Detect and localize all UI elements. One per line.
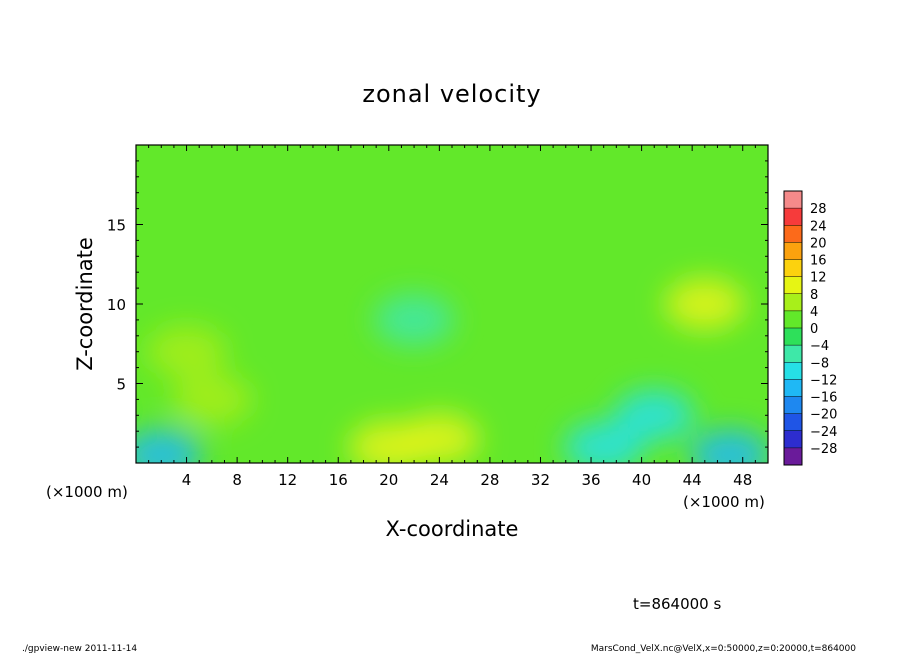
x-axis-label: X-coordinate xyxy=(386,517,519,541)
colorbar-label: −24 xyxy=(810,425,837,440)
colorbar-cell xyxy=(784,413,802,431)
colorbar-cell xyxy=(784,191,802,209)
x-tick-label: 4 xyxy=(182,471,192,489)
field-region xyxy=(399,413,480,463)
colorbar-label: 28 xyxy=(810,202,827,217)
footer-right: MarsCond_VelX.nc@VelX,x=0:50000,z=0:2000… xyxy=(591,644,856,654)
colorbar-label: 20 xyxy=(810,236,827,251)
colorbar-label: 4 xyxy=(810,305,818,320)
x-tick-label: 40 xyxy=(632,471,651,489)
chart-title: zonal velocity xyxy=(362,80,541,108)
colorbar-label: 16 xyxy=(810,254,827,269)
x-tick-label: 48 xyxy=(733,471,752,489)
field-region xyxy=(664,278,745,330)
colorbar-label: −28 xyxy=(810,442,837,457)
time-annotation: t=864000 s xyxy=(633,595,721,613)
x-tick-label: 28 xyxy=(480,471,499,489)
x-tick-label: 24 xyxy=(430,471,449,489)
colorbar-label: −4 xyxy=(810,339,829,354)
colorbar-label: −16 xyxy=(810,391,837,406)
field-region xyxy=(614,389,695,442)
colorbar-cell xyxy=(784,310,802,328)
colorbar-cell xyxy=(784,276,802,294)
y-axis-label: Z-coordinate xyxy=(73,237,97,371)
x-unit-label-left: (×1000 m) xyxy=(46,483,128,501)
y-tick-label: 10 xyxy=(107,296,126,314)
colorbar-label: 8 xyxy=(810,288,818,303)
x-tick-label: 12 xyxy=(278,471,297,489)
colorbar-label: −8 xyxy=(810,356,829,371)
colorbar-label: −20 xyxy=(810,408,837,423)
colorbar-cell xyxy=(784,447,802,465)
colorbar-cell xyxy=(784,328,802,346)
colorbar-cell xyxy=(784,430,802,448)
field-region xyxy=(146,325,227,378)
colorbar: 28 24 20 16 12 8 4 0 −4 −8 −12 −16 −20 −24 −28 xyxy=(783,190,837,466)
x-tick-label: 36 xyxy=(581,471,600,489)
colorbar-label: 12 xyxy=(810,271,827,286)
x-tick-label: 8 xyxy=(232,471,242,489)
field-region xyxy=(136,429,202,463)
footer-left: ./gpview-new 2011-11-14 xyxy=(22,644,137,654)
x-axis: 4 8 12 16 20 24 28 32 36 40 44 48 xyxy=(148,145,756,489)
colorbar-cell xyxy=(784,396,802,414)
y-tick-label: 5 xyxy=(116,376,126,394)
field-region xyxy=(563,421,644,463)
colorbar-cell xyxy=(784,379,802,397)
field-region xyxy=(690,429,768,463)
colorbar-cell xyxy=(784,259,802,277)
x-tick-label: 32 xyxy=(531,471,550,489)
colorbar-cell xyxy=(784,362,802,380)
field-region xyxy=(374,293,455,346)
field-region xyxy=(171,373,252,426)
colorbar-label: 0 xyxy=(810,322,818,337)
colorbar-label: −12 xyxy=(810,373,837,388)
colorbar-cell xyxy=(784,225,802,243)
x-tick-label: 44 xyxy=(683,471,702,489)
x-tick-label: 16 xyxy=(329,471,348,489)
velocity-field xyxy=(136,145,768,463)
x-tick-label: 20 xyxy=(379,471,398,489)
y-tick-label: 15 xyxy=(107,217,126,235)
colorbar-cell xyxy=(784,242,802,260)
colorbar-label: 24 xyxy=(810,219,827,234)
x-unit-label-right: (×1000 m) xyxy=(683,493,765,511)
colorbar-cell xyxy=(784,208,802,226)
y-axis: 5 10 15 xyxy=(107,160,768,448)
colorbar-cell xyxy=(784,293,802,311)
colorbar-cell xyxy=(784,345,802,363)
